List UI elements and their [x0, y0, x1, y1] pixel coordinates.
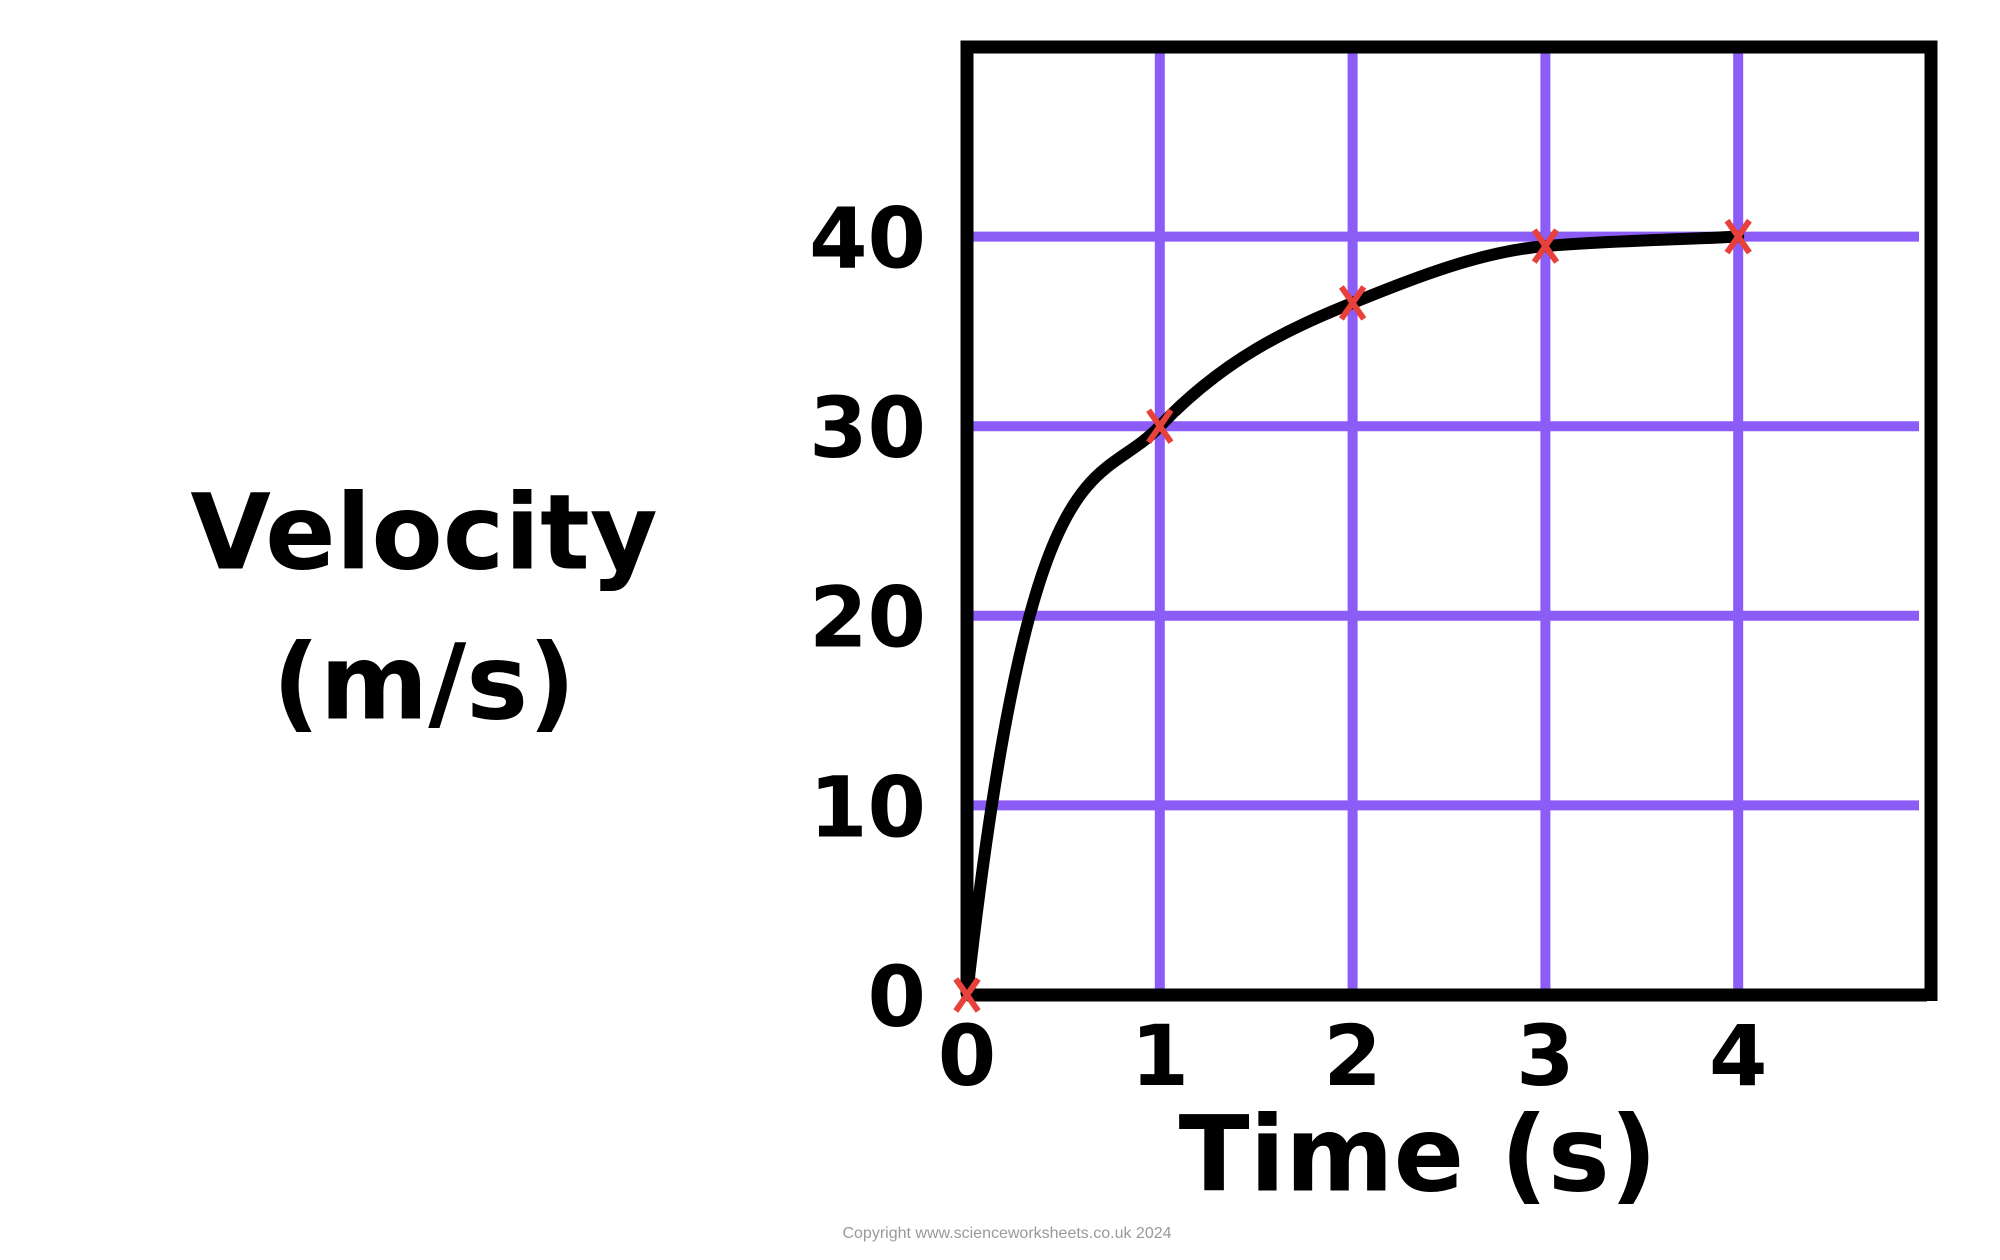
plot-frame — [960, 40, 1938, 1002]
data-point — [953, 977, 981, 1013]
y-tick-label: 10 — [809, 758, 926, 856]
y-tick-label: 0 — [868, 948, 926, 1046]
y-tick-label: 40 — [809, 190, 926, 288]
y-tick-label: 30 — [809, 379, 926, 477]
copyright: Copyright www.scienceworksheets.co.uk 20… — [842, 1225, 1171, 1242]
data-point — [1338, 285, 1367, 321]
x-tick-label: 0 — [938, 1007, 996, 1105]
y-axis-label: (m/s) — [272, 621, 575, 743]
x-axis-label: Time (s) — [1179, 1093, 1658, 1215]
data-point — [1531, 228, 1560, 264]
data-point — [1724, 218, 1752, 255]
data-point — [1146, 408, 1174, 444]
y-axis-label: Velocity — [190, 471, 657, 593]
x-tick-label: 1 — [1131, 1007, 1189, 1105]
y-tick-label: 20 — [809, 569, 926, 667]
x-tick-label: 2 — [1323, 1007, 1381, 1105]
x-tick-label: 4 — [1709, 1007, 1767, 1105]
fit-curve — [961, 230, 1745, 1001]
x-tick-label: 3 — [1516, 1007, 1574, 1105]
